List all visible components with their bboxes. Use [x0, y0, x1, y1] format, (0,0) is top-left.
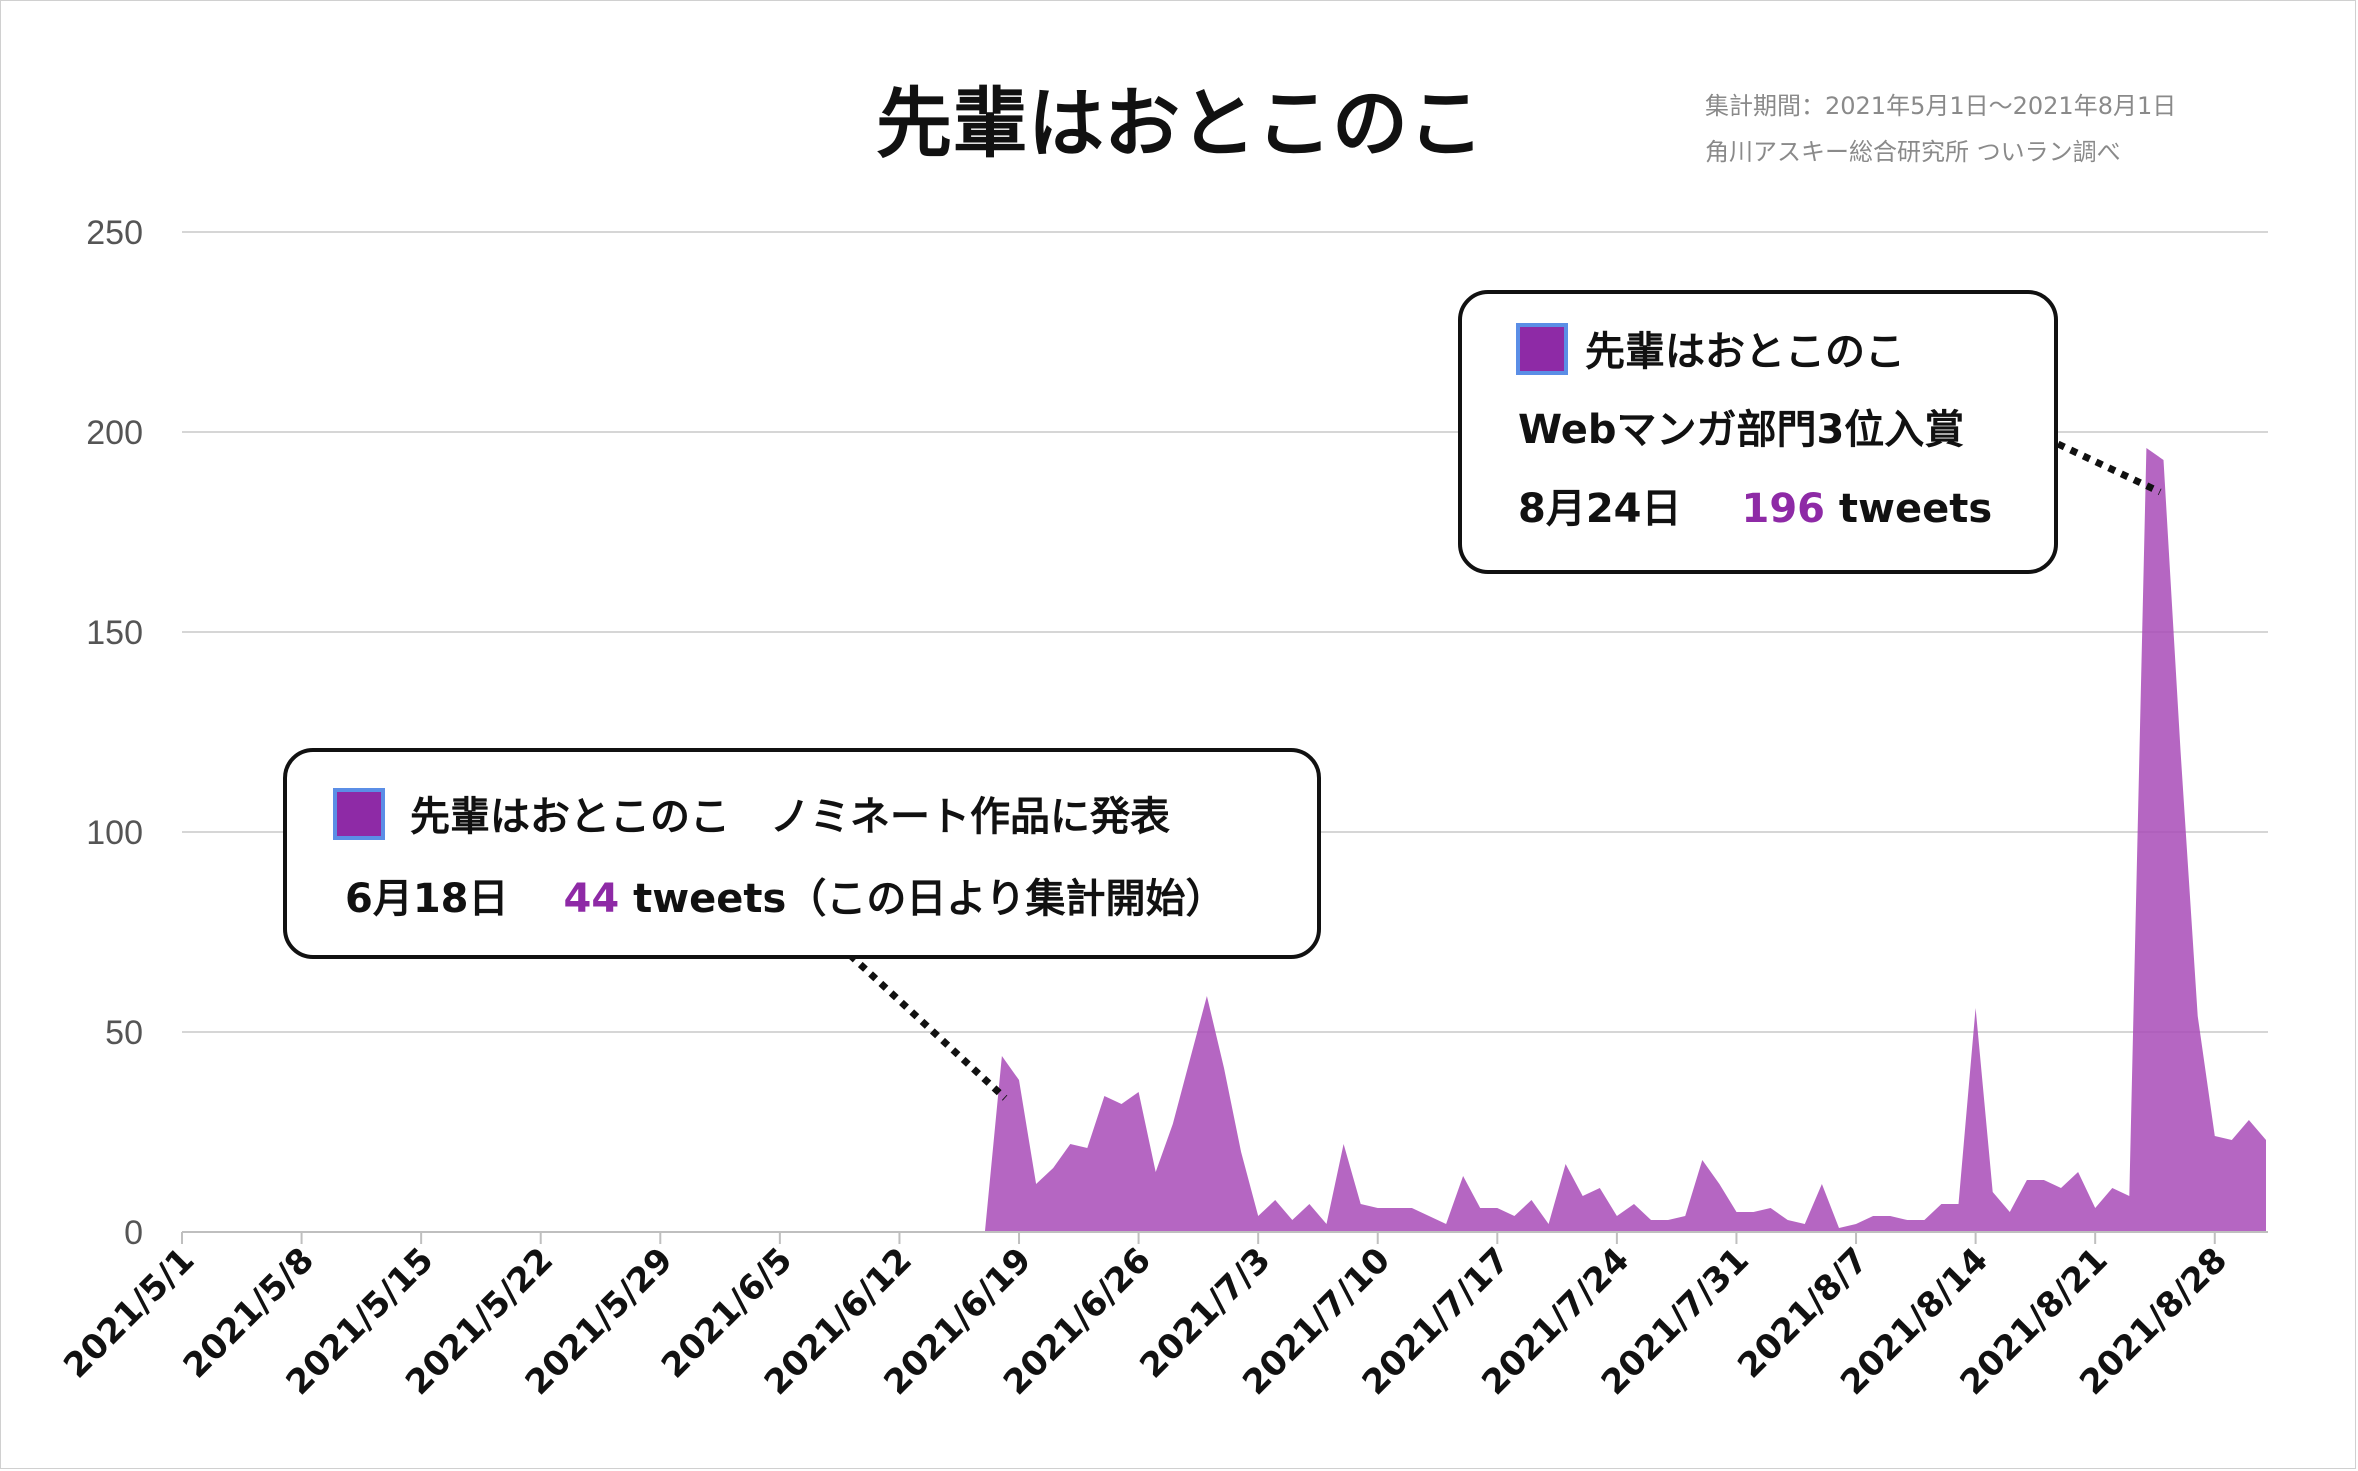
callout-2-value-suffix: tweets	[1825, 486, 1992, 532]
y-axis-ticks: 0 50 100 150 200 250	[86, 214, 143, 1252]
callout-2-series-title: 先輩はおとこのこ	[1585, 329, 1905, 375]
callout-leader-line-1	[847, 952, 1008, 1101]
callout-award: 先輩はおとこのこ Webマンガ部門3位入賞 8月24日 196 tweets	[1458, 290, 2058, 574]
chart-note-period: 集計期間：2021年5月1日～2021年8月1日	[1705, 92, 2176, 120]
svg-text:先輩はおとこのこ ノミネート作品に発表: 先輩はおとこのこ ノミネート作品に発表	[410, 794, 1170, 840]
y-tick-label: 50	[105, 1014, 143, 1052]
callout-nomination: 先輩はおとこのこ ノミネート作品に発表 6月18日 44 tweets（この日より…	[283, 748, 1321, 959]
callout-2-event: Webマンガ部門3位入賞	[1518, 407, 1964, 453]
x-tick-label: 2021/5/1	[56, 1240, 202, 1386]
series-area	[984, 448, 2266, 1232]
x-axis-ticks: 2021/5/12021/5/82021/5/152021/5/222021/5…	[56, 1232, 2235, 1403]
chart-note-source: 角川アスキー総合研究所 ついラン調べ	[1705, 138, 2121, 166]
y-tick-label: 100	[86, 814, 143, 852]
y-tick-label: 200	[86, 414, 143, 452]
callout-1-event: ノミネート作品に発表	[730, 794, 1170, 840]
y-tick-label: 150	[86, 614, 143, 652]
callout-1-series-title: 先輩はおとこのこ	[410, 794, 730, 840]
y-tick-label: 0	[124, 1214, 143, 1252]
callout-box-2	[1458, 290, 2058, 574]
chart-title: 先輩はおとこのこ	[876, 79, 1484, 168]
y-tick-label: 250	[86, 214, 143, 252]
callout-2-value: 196	[1742, 486, 1826, 532]
legend-swatch-1	[333, 788, 385, 840]
callout-box-1	[283, 748, 1321, 959]
callout-leader-line-2	[2056, 440, 2162, 496]
callout-1-value: 44	[564, 876, 620, 922]
legend-swatch-2	[1516, 323, 1568, 375]
callout-2-date: 8月24日	[1518, 486, 1682, 532]
callout-1-value-suffix: tweets（この日より集計開始）	[619, 876, 1225, 922]
callout-1-date: 6月18日	[345, 876, 509, 922]
